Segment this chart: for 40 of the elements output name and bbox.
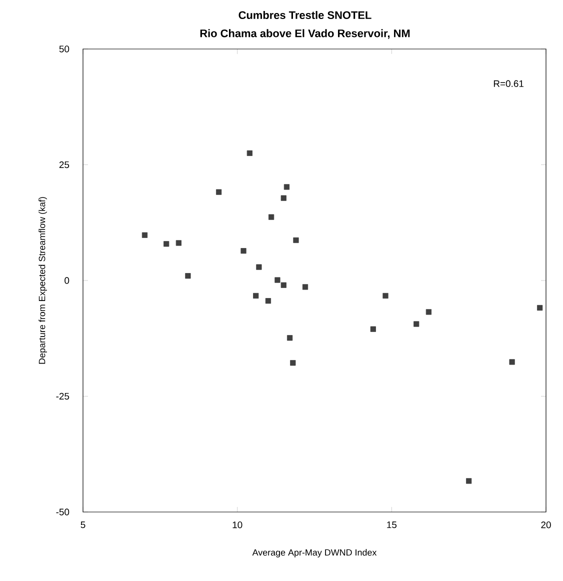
point: [274, 277, 280, 283]
y-tick-label: 50: [59, 46, 70, 52]
point: [382, 292, 388, 299]
point: [280, 282, 286, 288]
x-tick-label: 20: [541, 522, 551, 528]
point: [466, 478, 472, 484]
point: [246, 150, 252, 156]
point: [370, 326, 376, 332]
point: [216, 189, 222, 195]
chart-subtitle: Rio Chama above El Vado Reservoir, NM: [200, 29, 410, 39]
chart-title: Cumbres Trestle SNOTEL: [238, 10, 372, 20]
x-tick-label: 15: [387, 522, 397, 528]
point: [256, 264, 262, 270]
x-tick-label: 5: [80, 522, 86, 528]
point: [509, 359, 515, 365]
point: [240, 248, 246, 254]
point: [265, 298, 271, 304]
y-tick-label: 0: [64, 277, 70, 284]
point: [268, 214, 274, 220]
point: [185, 273, 191, 279]
point: [414, 321, 420, 327]
point: [537, 305, 543, 311]
point: [164, 241, 170, 247]
y-axis-title: Departure from Expected Streamflow (kaf): [38, 197, 47, 364]
point: [287, 335, 293, 341]
point: [253, 292, 259, 299]
point: [176, 240, 182, 246]
annotation: R=0.61: [494, 80, 524, 87]
point: [284, 184, 290, 190]
point: [290, 360, 296, 366]
point: [142, 232, 148, 238]
point: [280, 195, 286, 201]
x-axis-title: Average Apr-May DWND Index: [252, 549, 377, 558]
point: [426, 309, 432, 315]
y-tick-label: -25: [56, 392, 70, 400]
point: [293, 237, 299, 244]
point: [302, 284, 308, 290]
y-tick-label: 25: [59, 161, 70, 168]
x-tick-label: 10: [232, 522, 242, 528]
y-tick-label: -50: [56, 508, 70, 516]
